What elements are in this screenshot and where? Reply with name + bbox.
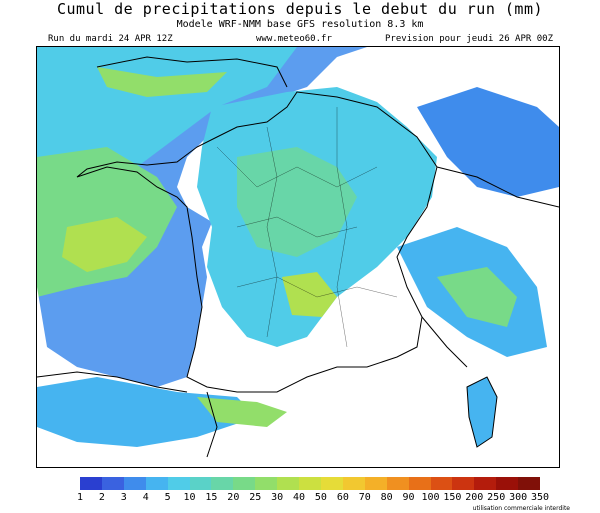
map-title: Cumul de precipitations depuis le debut … (56, 0, 544, 18)
rain-band-channel (97, 67, 227, 97)
spain-coast (37, 371, 188, 393)
rain-massif-central (282, 272, 337, 317)
site-link[interactable]: www.meteo60.fr (256, 34, 332, 44)
legend-swatch (474, 477, 497, 490)
legend-swatch (123, 477, 146, 490)
legend-swatch (452, 477, 475, 490)
legend-tick: 4 (142, 492, 149, 503)
corsica-coast (466, 376, 498, 448)
legend-tick: 15 (205, 492, 218, 503)
legend-swatch (408, 477, 431, 490)
info-bar: Run du mardi 24 APR 12Z www.meteo60.fr P… (48, 34, 553, 46)
legend-tick: 40 (293, 492, 306, 503)
legend-tick: 100 (421, 492, 440, 503)
corsica-rain (467, 377, 497, 447)
legend-tick: 80 (380, 492, 393, 503)
usage-note: utilisation commerciale interdite (472, 505, 570, 512)
model-subtitle: Modele WRF-NMM base GFS resolution 8.3 k… (176, 19, 424, 30)
england-coast (96, 56, 288, 88)
forecast-label: Prevision pour jeudi 26 APR 00Z (385, 34, 553, 44)
legend-tick: 30 (271, 492, 284, 503)
legend-swatch (255, 477, 278, 490)
legend-tick: 250 (487, 492, 506, 503)
legend-swatch (320, 477, 343, 490)
legend-swatch (101, 477, 124, 490)
dry-mediterranean (337, 357, 467, 427)
rain-central-france (237, 147, 357, 257)
precipitation-legend (80, 477, 541, 490)
legend-tick: 300 (509, 492, 528, 503)
spain-border (206, 391, 218, 458)
department-borders (216, 107, 398, 348)
legend-swatch (145, 477, 168, 490)
legend-tick-labels: 1 2 3 4 5 10 15 20 25 30 40 50 60 70 80 90 100 150 200 250 3… (72, 492, 552, 504)
legend-swatch (189, 477, 212, 490)
legend-tick: 20 (227, 492, 240, 503)
legend-swatch (496, 477, 519, 490)
legend-tick: 2 (98, 492, 105, 503)
legend-swatch (299, 477, 321, 490)
legend-tick: 5 (164, 492, 171, 503)
legend-swatch (386, 477, 409, 490)
legend-tick: 150 (443, 492, 462, 503)
rain-pyrenees (37, 377, 257, 447)
legend-swatch (167, 477, 190, 490)
legend-swatch (342, 477, 365, 490)
italy-border (421, 316, 468, 368)
run-label: Run du mardi 24 APR 12Z (48, 34, 173, 44)
legend-swatch (364, 477, 387, 490)
rain-germany (417, 87, 559, 197)
legend-tick: 10 (183, 492, 196, 503)
legend-tick: 350 (530, 492, 550, 503)
map-canvas (37, 47, 559, 467)
legend-tick: 60 (336, 492, 349, 503)
rain-alps-core (437, 267, 517, 327)
legend-tick: 70 (358, 492, 371, 503)
legend-swatch (277, 477, 300, 490)
legend-tick: 3 (120, 492, 127, 503)
rain-band-north (37, 47, 297, 267)
rain-band-west (62, 217, 147, 272)
legend-tick: 200 (465, 492, 484, 503)
rain-pyrenees-core (197, 397, 287, 427)
legend-swatch (518, 477, 541, 490)
precipitation-map[interactable] (36, 46, 560, 468)
germany-border (436, 166, 559, 208)
legend-tick: 90 (402, 492, 415, 503)
legend-tick: 25 (249, 492, 262, 503)
legend-swatch (233, 477, 256, 490)
legend-swatch (430, 477, 453, 490)
legend-tick: 50 (314, 492, 327, 503)
legend-tick: 1 (76, 492, 84, 503)
legend-swatch (211, 477, 234, 490)
legend-swatch (80, 477, 102, 490)
